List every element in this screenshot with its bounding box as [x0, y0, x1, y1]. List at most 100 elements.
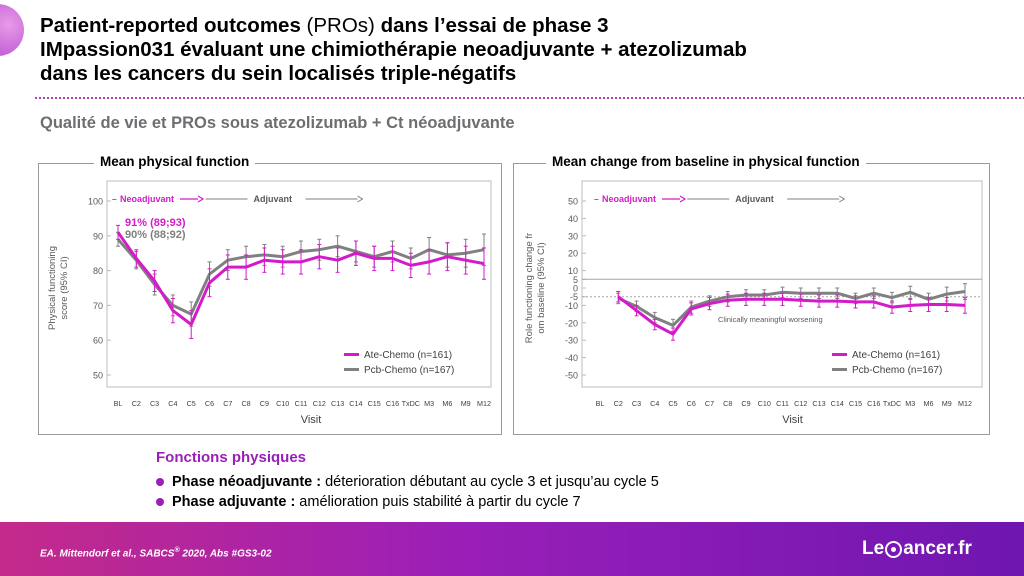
title-line-3: dans les cancers du sein localisés tripl…: [40, 62, 517, 85]
y-tick-label: -50: [565, 371, 578, 381]
phase-label-neoadjuvant: Neoadjuvant: [602, 194, 656, 204]
x-tick-label: M3: [905, 399, 915, 408]
x-tick-label: C2: [614, 399, 623, 408]
x-tick-label: C7: [705, 399, 714, 408]
y-tick-label: 100: [88, 197, 103, 207]
x-tick-label: BL: [114, 399, 123, 408]
x-tick-label: C8: [241, 399, 250, 408]
series-line: [617, 290, 966, 327]
phase-arrow-head-icon: [197, 195, 205, 203]
y-tick-label: 10: [568, 266, 578, 276]
x-tick-label: BL: [596, 399, 605, 408]
plot-frame: [581, 180, 983, 388]
bullet-text: amélioration puis stabilité à partir du …: [299, 494, 581, 510]
x-tick-label: C7: [223, 399, 232, 408]
y-tick-label: -40: [565, 353, 578, 363]
y-tick-label: 80: [93, 266, 103, 276]
x-tick-label: C16: [386, 399, 399, 408]
x-tick-label: C15: [368, 399, 381, 408]
title-part-bold: Patient-reported outcomes: [40, 14, 301, 37]
x-tick-label: M6: [442, 399, 452, 408]
title-divider: [35, 97, 1024, 99]
reference-sup: ®: [174, 547, 180, 554]
brand-text-pre: Le: [862, 538, 885, 559]
x-tick-label: M12: [958, 399, 972, 408]
x-tick-label: C12: [313, 399, 326, 408]
y-axis-label-line: score (95% CI): [59, 256, 70, 319]
x-tick-label: C6: [205, 399, 214, 408]
y-tick-label: 0: [573, 284, 578, 294]
x-tick-label: C12: [794, 399, 807, 408]
x-tick-label: C10: [758, 399, 771, 408]
x-tick-label: C2: [132, 399, 141, 408]
title-line-2: IMpassion031 évaluant une chimiothérapie…: [40, 38, 747, 61]
bullet-label: Phase adjuvante :: [172, 494, 296, 510]
bullet-label: Phase néoadjuvante :: [172, 474, 322, 490]
series-line: [617, 295, 966, 336]
y-tick-label: 50: [93, 371, 103, 381]
x-tick-label: M6: [924, 399, 934, 408]
y-tick-label: -30: [565, 336, 578, 346]
bullet-item: Phase néoadjuvante : déterioration début…: [156, 472, 659, 492]
section-heading: Fonctions physiques: [156, 449, 307, 466]
x-tick-label: C15: [849, 399, 862, 408]
x-axis-label: Visit: [782, 414, 803, 426]
x-axis-label: Visit: [301, 414, 322, 426]
x-tick-label: C11: [776, 399, 789, 408]
x-tick-label: C14: [349, 399, 362, 408]
phase-dash-icon: –: [112, 194, 117, 204]
x-tick-label: C6: [687, 399, 696, 408]
phase-label-adjuvant: Adjuvant: [254, 194, 293, 204]
x-tick-label: C3: [150, 399, 159, 408]
x-tick-label: M12: [477, 399, 491, 408]
brand-text-post: ancer.fr: [903, 538, 972, 559]
title-part-bold-2: dans l’essai de phase 3: [380, 14, 609, 37]
title-part-light: (PROs): [300, 14, 381, 37]
brand-logo[interactable]: Le ancer.fr: [862, 538, 972, 560]
reference-tail: 2020, Abs #GS3-02: [179, 548, 272, 560]
right-chart-title: Mean change from baseline in physical fu…: [546, 154, 866, 169]
x-tick-label: C3: [632, 399, 641, 408]
reference-main: EA. Mittendorf et al., SABCS: [40, 548, 175, 560]
y-tick-label: -20: [565, 318, 578, 328]
x-tick-label: C9: [741, 399, 750, 408]
annotation-ate: 91% (89;93): [125, 217, 186, 229]
x-tick-label: C4: [650, 399, 659, 408]
x-tick-label: C16: [867, 399, 880, 408]
bullet-text: déterioration débutant au cycle 3 et jus…: [325, 474, 659, 490]
phase-arrow-head-icon: [679, 195, 687, 203]
decorative-circle: [0, 4, 24, 56]
phase-label-neoadjuvant: Neoadjuvant: [120, 194, 174, 204]
y-axis-label: Physical functioning score (95% CI): [47, 246, 70, 330]
x-tick-label: C14: [831, 399, 844, 408]
y-tick-label: 60: [93, 336, 103, 346]
legend-label: Pcb-Chemo (n=167): [364, 365, 454, 376]
y-tick-label: 70: [93, 301, 103, 311]
y-tick-label: 40: [568, 214, 578, 224]
phase-dash-icon: –: [594, 194, 599, 204]
phase-arrow-head-icon: [357, 195, 364, 203]
right-chart-panel: Mean change from baseline in physical fu…: [513, 154, 990, 435]
bullet-dot-icon: [156, 498, 164, 506]
left-chart-panel: Mean physical function 50 60 70 80 90 100 BL C2…: [38, 154, 502, 435]
phase-arrow-head-icon: [838, 195, 846, 203]
x-tick-label: M9: [461, 399, 471, 408]
bullet-dot-icon: [156, 478, 164, 486]
x-tick-label: C5: [668, 399, 677, 408]
brand-c-icon: [885, 540, 903, 558]
y-axis-label-line: Role functioning change fr: [524, 233, 535, 343]
series-line: [116, 231, 485, 326]
x-tick-label: TxDC: [402, 399, 420, 408]
x-tick-label: C4: [168, 399, 177, 408]
y-tick-label: 50: [568, 197, 578, 207]
annotation-clinically-meaningful: Clinically meaningful worsening: [718, 315, 823, 324]
left-chart-title: Mean physical function: [94, 154, 256, 169]
x-tick-label: C8: [723, 399, 732, 408]
y-tick-label: 90: [93, 231, 103, 241]
x-tick-label: C9: [260, 399, 269, 408]
phase-label-adjuvant: Adjuvant: [735, 194, 774, 204]
bullet-item: Phase adjuvante : amélioration puis stab…: [156, 492, 659, 512]
x-tick-label: TxDC: [883, 399, 901, 408]
slide-subtitle: Qualité de vie et PROs sous atezolizumab…: [40, 114, 515, 132]
